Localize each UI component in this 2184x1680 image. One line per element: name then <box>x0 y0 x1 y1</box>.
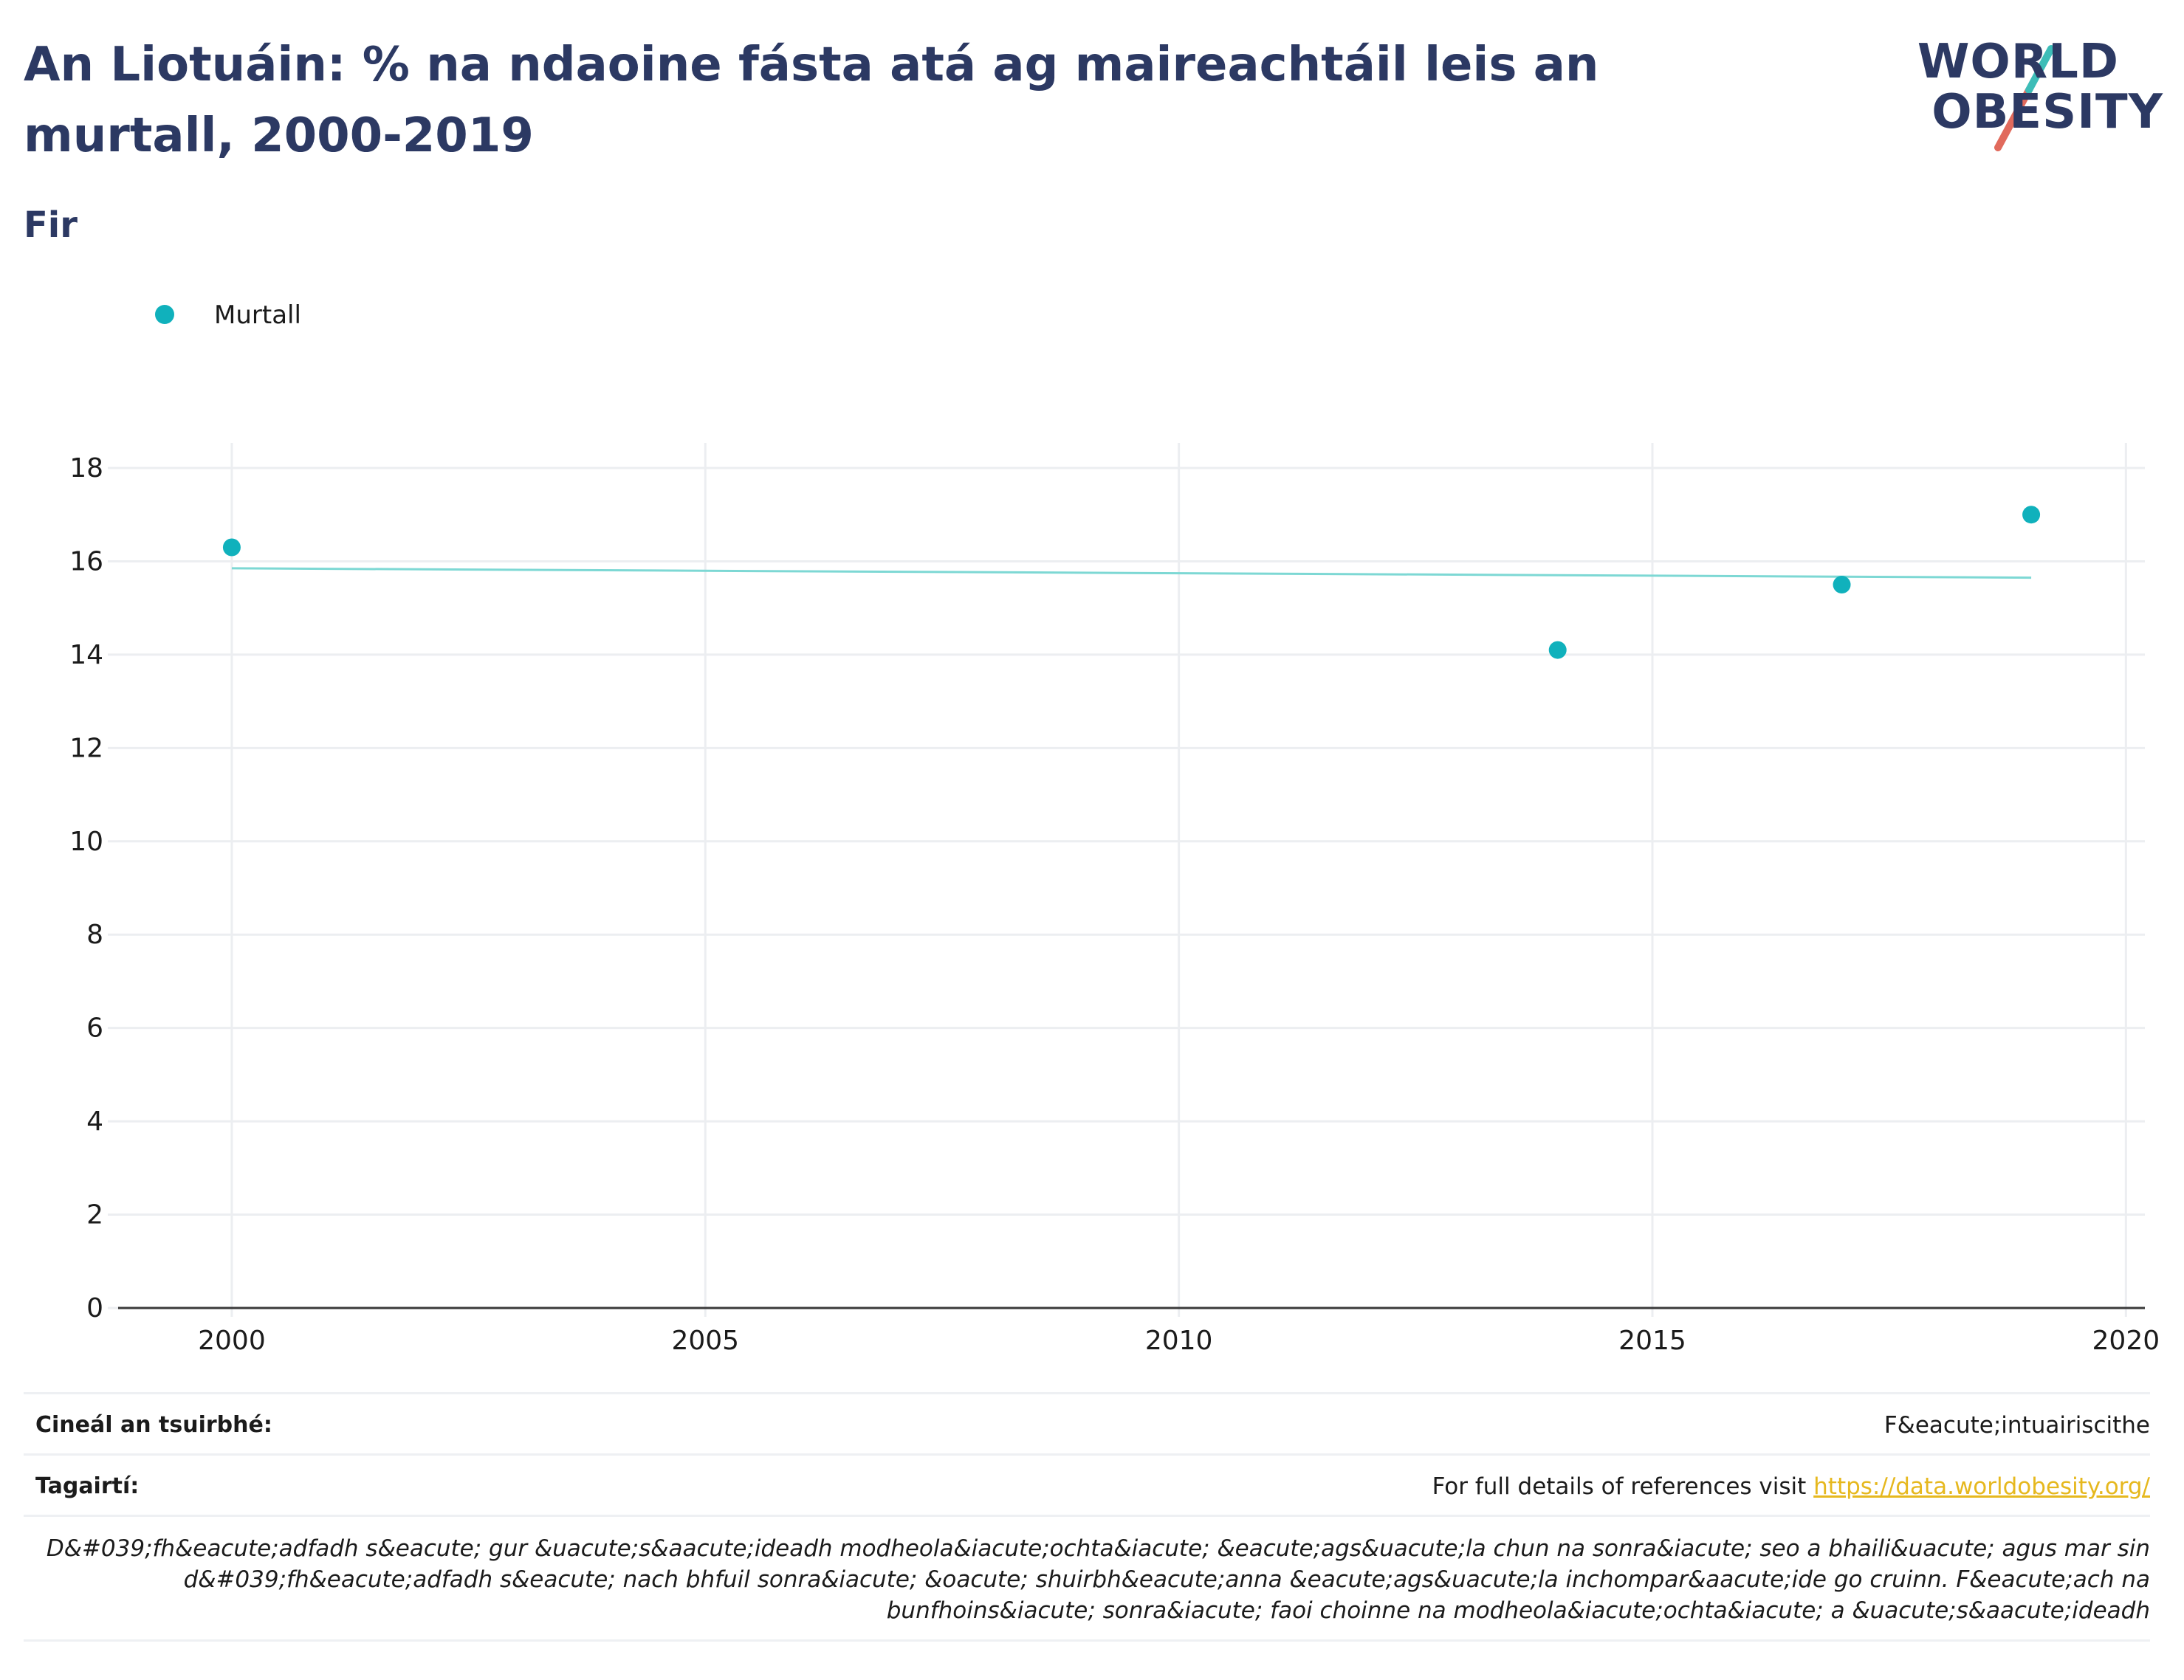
data-point <box>2022 506 2041 524</box>
page-title: An Liotuáin: % na ndaoine fásta atá ag m… <box>24 38 1599 163</box>
legend-label: Murtall <box>214 300 301 330</box>
y-tick-label: 2 <box>86 1200 103 1230</box>
x-tick-label: 2010 <box>1145 1326 1213 1356</box>
y-tick-label: 4 <box>86 1106 103 1137</box>
references-text: For full details of references visit <box>1432 1473 1814 1500</box>
scatter-chart: 0 2 4 6 8 10 12 14 16 18 2000 2005 2010 2015 2020 <box>69 443 2160 1356</box>
references-value: For full details of references visit htt… <box>1432 1472 2150 1501</box>
y-tick-label: 12 <box>69 733 103 763</box>
x-tick-label: 2000 <box>198 1326 266 1356</box>
y-tick-label: 8 <box>86 920 103 950</box>
survey-type-value: F&eacute;intuairiscithe <box>1883 1412 2150 1439</box>
survey-type-row: Cineál an tsuirbhé: F&eacute;intuairisci… <box>24 1392 2150 1455</box>
world-obesity-logo: WORLD OBESITY <box>1917 22 2171 155</box>
y-tick-label: 14 <box>69 640 103 670</box>
x-tick-label: 2005 <box>671 1326 739 1356</box>
y-tick-label: 0 <box>86 1293 103 1323</box>
data-point <box>222 538 241 557</box>
y-tick-label: 10 <box>69 827 103 857</box>
data-point <box>1548 641 1567 659</box>
methodology-note: D&#039;fh&eacute;adfadh s&eacute; gur &u… <box>24 1515 2150 1642</box>
logo-slash-icon <box>1994 45 2055 151</box>
references-link[interactable]: https://data.worldobesity.org/ <box>1813 1473 2150 1500</box>
y-tick-label: 16 <box>69 546 103 576</box>
data-point <box>1833 576 1851 594</box>
trend-line <box>231 567 2032 579</box>
y-tick-label: 18 <box>69 453 103 483</box>
chart-subtitle: Fir <box>24 204 78 246</box>
references-row: Tagairtí: For full details of references… <box>24 1453 2150 1516</box>
legend-marker-icon <box>155 305 174 324</box>
x-tick-label: 2020 <box>2092 1326 2160 1356</box>
references-label: Tagairtí: <box>35 1473 140 1499</box>
y-tick-label: 6 <box>86 1013 103 1044</box>
logo-line1: WORLD <box>1917 35 2119 89</box>
x-tick-label: 2015 <box>1618 1326 1686 1356</box>
logo-line2: OBESITY <box>1931 85 2163 140</box>
survey-type-label: Cineál an tsuirbhé: <box>35 1412 272 1438</box>
